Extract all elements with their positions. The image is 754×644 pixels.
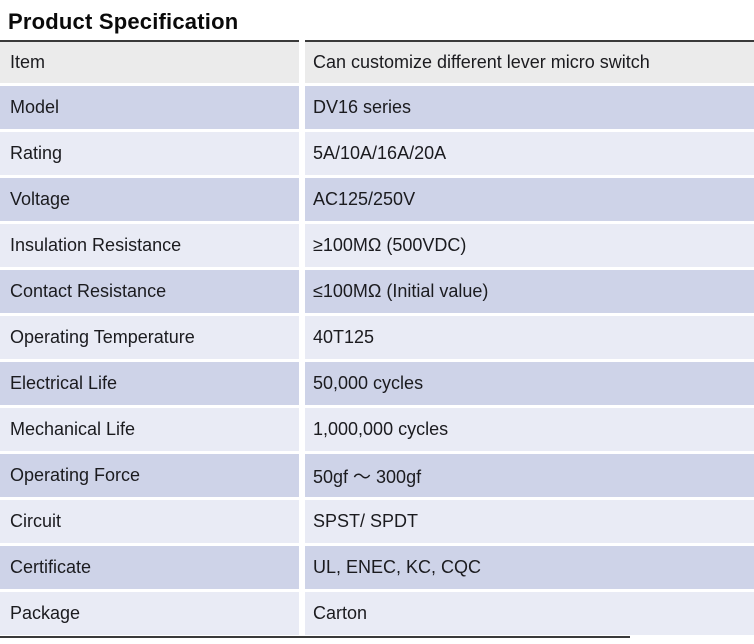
spec-label-cell: Voltage [0,178,299,221]
spec-value-cell: ≥100MΩ (500VDC) [305,224,754,267]
spec-row: Mechanical Life 1,000,000 cycles [0,408,754,451]
spec-label-cell: Rating [0,132,299,175]
spec-label-cell: Electrical Life [0,362,299,405]
spec-row: Item Can customize different lever micro … [0,40,754,83]
spec-value-cell: 40T125 [305,316,754,359]
spec-label-cell: Operating Temperature [0,316,299,359]
spec-row: Operating Force 50gf ～ 300gf [0,454,754,497]
spec-value-cell: 50,000 cycles [305,362,754,405]
spec-value-cell: 1,000,000 cycles [305,408,754,451]
spec-value-cell: DV16 series [305,86,754,129]
spec-row: Model DV16 series [0,86,754,129]
spec-value-cell: Can customize different lever micro swit… [305,40,754,83]
spec-label-cell: Package [0,592,299,635]
spec-label-cell: Circuit [0,500,299,543]
spec-value-cell: ≤100MΩ (Initial value) [305,270,754,313]
spec-value-cell: SPST/ SPDT [305,500,754,543]
spec-label-cell: Item [0,40,299,83]
spec-row: Circuit SPST/ SPDT [0,500,754,543]
spec-label-cell: Mechanical Life [0,408,299,451]
spec-label-cell: Certificate [0,546,299,589]
spec-label-cell: Operating Force [0,454,299,497]
spec-row: Rating 5A/10A/16A/20A [0,132,754,175]
spec-value-cell: AC125/250V [305,178,754,221]
page-title: Product Specification [8,9,239,34]
spec-value-cell: 5A/10A/16A/20A [305,132,754,175]
spec-row: Contact Resistance ≤100MΩ (Initial value) [0,270,754,313]
spec-row: Insulation Resistance ≥100MΩ (500VDC) [0,224,754,267]
spec-value-cell: Carton [305,592,754,635]
spec-row: Operating Temperature 40T125 [0,316,754,359]
table-bottom-rule [0,636,630,638]
spec-label-cell: Insulation Resistance [0,224,299,267]
spec-label-cell: Contact Resistance [0,270,299,313]
spec-label-cell: Model [0,86,299,129]
spec-value-cell: 50gf ～ 300gf [305,454,754,497]
spec-value-cell: UL, ENEC, KC, CQC [305,546,754,589]
spec-row: Electrical Life 50,000 cycles [0,362,754,405]
spec-row: Package Carton [0,592,754,635]
spec-table: Item Can customize different lever micro … [0,40,754,635]
spec-row: Certificate UL, ENEC, KC, CQC [0,546,754,589]
spec-row: Voltage AC125/250V [0,178,754,221]
